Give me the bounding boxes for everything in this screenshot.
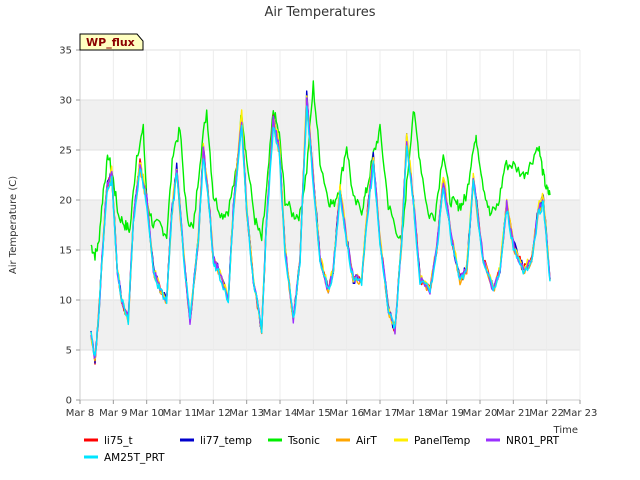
- axes: [79, 50, 580, 401]
- legend-label: li77_temp: [200, 435, 252, 447]
- y-axis-ticks: 0 5 10 15 20 25 30 35: [59, 46, 80, 407]
- series-line-am25t-prt: [90, 105, 551, 357]
- x-tick-label: Mar 23: [563, 408, 598, 419]
- x-axis-title: Time: [553, 425, 578, 436]
- x-tick-label: Mar 10: [129, 408, 164, 419]
- x-tick-label: Mar 21: [496, 408, 531, 419]
- legend-label: AM25T_PRT: [104, 452, 165, 464]
- site-label: WP_flux: [86, 36, 135, 49]
- legend-label: PanelTemp: [414, 435, 471, 447]
- legend-label: NR01_PRT: [506, 435, 560, 447]
- site-badge: WP_flux: [79, 33, 144, 51]
- x-tick-label: Mar 11: [163, 408, 198, 419]
- legend-item-airt: AirT: [336, 435, 377, 447]
- y-tick-label: 20: [59, 196, 72, 207]
- y-tick-label: 30: [59, 96, 72, 107]
- x-tick-label: Mar 8: [66, 408, 94, 419]
- x-tick-label: Mar 16: [329, 408, 364, 419]
- x-tick-label: Mar 12: [196, 408, 231, 419]
- x-tick-label: Mar 13: [229, 408, 264, 419]
- grid-band: [80, 100, 580, 150]
- series-lines: [90, 80, 551, 365]
- y-tick-label: 15: [59, 246, 72, 257]
- x-tick-label: Mar 20: [463, 408, 498, 419]
- legend-label: Tsonic: [287, 435, 320, 447]
- grid-band: [80, 300, 580, 350]
- x-tick-label: Mar 18: [396, 408, 431, 419]
- legend-item-am25t-prt: AM25T_PRT: [84, 452, 165, 464]
- x-tick-label: Mar 19: [429, 408, 464, 419]
- legend-item-nr01-prt: NR01_PRT: [486, 435, 560, 447]
- y-axis-title: Air Temperature (C): [8, 176, 19, 274]
- legend: li75_t li77_temp Tsonic AirT PanelTemp NR01_P…: [84, 435, 560, 464]
- chart-title: Air Temperatures: [264, 5, 375, 20]
- legend-item-li75-t: li75_t: [84, 435, 133, 447]
- legend-label: AirT: [356, 435, 377, 447]
- x-tick-label: Mar 17: [363, 408, 398, 419]
- y-tick-label: 0: [66, 396, 72, 407]
- legend-item-tsonic: Tsonic: [268, 435, 320, 447]
- y-tick-label: 5: [66, 346, 72, 357]
- legend-item-paneltemp: PanelTemp: [394, 435, 471, 447]
- y-tick-label: 25: [59, 146, 72, 157]
- x-tick-label: Mar 22: [529, 408, 564, 419]
- series-line-tsonic: [90, 80, 551, 261]
- x-tick-label: Mar 14: [263, 408, 298, 419]
- y-tick-label: 35: [59, 46, 72, 57]
- grid-band: [80, 200, 580, 250]
- x-tick-label: Mar 9: [99, 408, 127, 419]
- x-tick-label: Mar 15: [296, 408, 331, 419]
- y-tick-label: 10: [59, 296, 72, 307]
- legend-label: li75_t: [104, 435, 133, 447]
- grid-bands: [80, 50, 580, 400]
- legend-item-li77-temp: li77_temp: [180, 435, 252, 447]
